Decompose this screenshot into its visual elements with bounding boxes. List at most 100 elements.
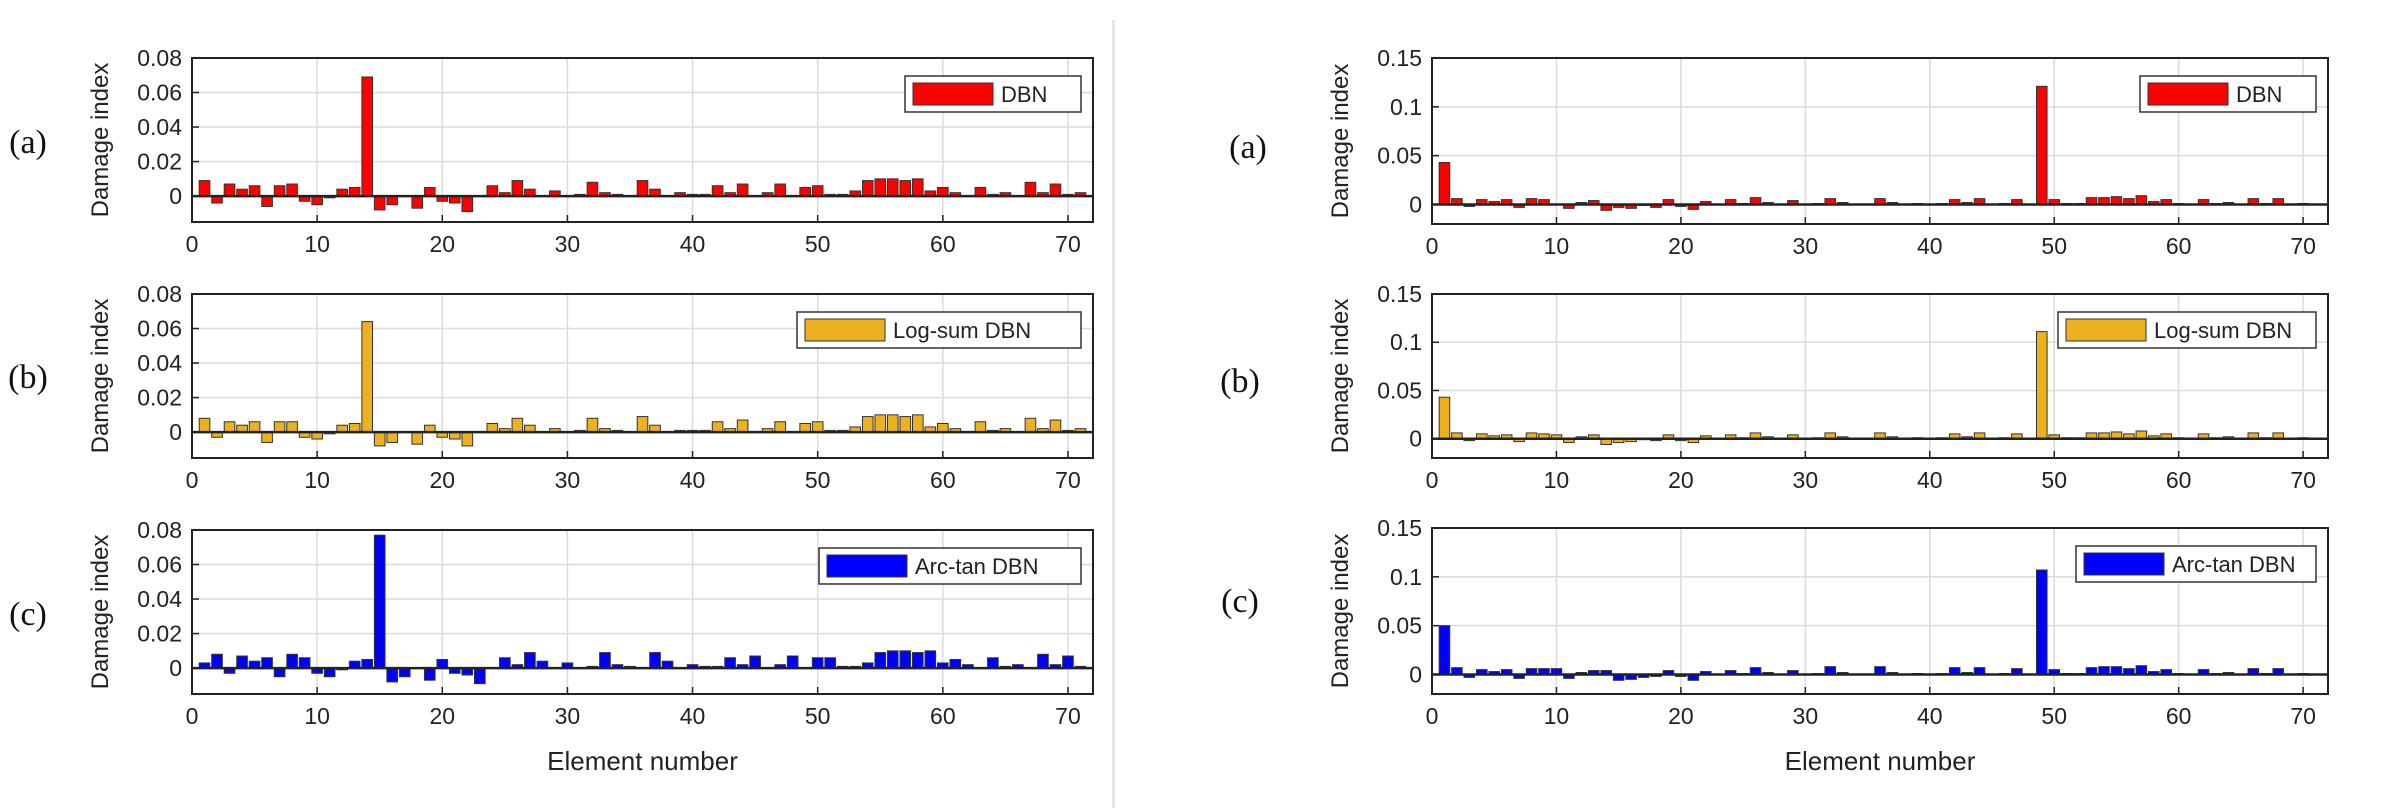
bar	[824, 657, 837, 669]
legend-swatch	[2083, 552, 2165, 576]
bar	[273, 667, 286, 678]
bar	[286, 421, 298, 433]
bar	[361, 658, 374, 669]
x-tick-label: 30	[1793, 233, 1819, 259]
bar	[937, 186, 949, 197]
bar	[486, 185, 499, 197]
axes-box	[191, 293, 1094, 459]
bar	[749, 655, 761, 669]
x-tick-label: 70	[1055, 467, 1081, 493]
panel-label: (c)	[1221, 583, 1259, 620]
x-axis-label: Element number	[547, 746, 738, 776]
bar	[799, 186, 811, 197]
bar	[348, 422, 361, 433]
bar	[937, 422, 949, 433]
x-tick-label: 40	[1917, 233, 1943, 259]
bar	[811, 185, 824, 197]
bar	[586, 417, 599, 433]
y-tick-label: 0.04	[137, 350, 182, 376]
x-tick-label: 50	[2041, 703, 2067, 729]
x-tick-label: 70	[2290, 703, 2316, 729]
bar	[974, 186, 987, 197]
y-tick-label: 0.1	[1390, 94, 1422, 120]
bar	[861, 416, 874, 433]
bar	[373, 431, 386, 447]
bar	[861, 180, 874, 197]
x-tick-label: 60	[2166, 703, 2192, 729]
bar	[311, 195, 323, 206]
x-tick-label: 50	[2041, 467, 2067, 493]
bar	[2035, 569, 2048, 675]
x-tick-label: 40	[680, 703, 706, 729]
bar	[736, 183, 749, 197]
bar	[636, 416, 649, 433]
x-tick-label: 10	[304, 467, 330, 493]
y-axis-label: Damage index	[87, 299, 114, 454]
bar	[874, 414, 887, 433]
y-axis-label: Damage index	[1327, 534, 1354, 689]
panel-label: (c)	[9, 596, 47, 633]
bar	[511, 180, 524, 197]
legend-label: DBN	[1001, 82, 1047, 107]
bar	[198, 180, 211, 197]
legend-label: Log-sum DBN	[893, 318, 1031, 343]
axes-box	[1431, 527, 2329, 695]
bar	[899, 180, 912, 197]
bar	[799, 422, 811, 433]
legend-swatch	[912, 82, 994, 106]
legend-label: Arc-tan DBN	[915, 554, 1038, 579]
bar	[423, 667, 436, 681]
bar	[911, 652, 924, 669]
bar	[586, 181, 599, 197]
y-axis-label: Damage index	[1327, 299, 1354, 454]
legend-swatch	[2147, 82, 2229, 106]
x-tick-label: 40	[680, 231, 706, 257]
bar	[286, 183, 298, 197]
y-tick-label: 0.05	[1377, 143, 1422, 169]
x-tick-label: 60	[930, 467, 956, 493]
x-tick-label: 20	[1668, 233, 1694, 259]
x-tick-label: 50	[805, 467, 831, 493]
bar	[348, 186, 361, 197]
y-axis-label: Damage index	[1327, 64, 1354, 219]
bar	[411, 431, 424, 445]
x-tick-label: 70	[1055, 231, 1081, 257]
bar	[474, 667, 486, 685]
x-tick-label: 30	[555, 703, 581, 729]
y-tick-label: 0	[169, 183, 182, 209]
bar	[2035, 85, 2048, 205]
x-tick-label: 20	[429, 703, 455, 729]
bar	[436, 658, 449, 669]
y-tick-label: 0.15	[1377, 281, 1422, 307]
y-tick-label: 0.06	[137, 80, 182, 106]
x-tick-label: 50	[805, 231, 831, 257]
axes-box	[1431, 57, 2329, 225]
bar	[236, 655, 248, 669]
bar	[323, 667, 336, 678]
bar	[423, 186, 436, 197]
bar	[924, 650, 937, 669]
bar	[461, 431, 474, 447]
bar	[386, 667, 399, 683]
bar	[361, 321, 374, 433]
y-tick-label: 0.08	[137, 517, 182, 543]
bar	[2035, 331, 2048, 440]
bar	[411, 195, 424, 209]
x-tick-label: 30	[1793, 467, 1819, 493]
x-tick-label: 10	[1544, 233, 1570, 259]
x-tick-label: 10	[1544, 467, 1570, 493]
bar	[911, 178, 924, 197]
x-tick-label: 30	[555, 231, 581, 257]
bar	[373, 195, 386, 211]
bar	[636, 180, 649, 197]
x-tick-label: 0	[186, 467, 199, 493]
bar	[261, 657, 273, 669]
bar	[811, 421, 824, 433]
bar	[911, 414, 924, 433]
x-tick-label: 30	[1793, 703, 1819, 729]
x-tick-label: 70	[2290, 233, 2316, 259]
bar	[261, 431, 273, 443]
x-tick-label: 0	[186, 231, 199, 257]
bar	[874, 178, 887, 197]
